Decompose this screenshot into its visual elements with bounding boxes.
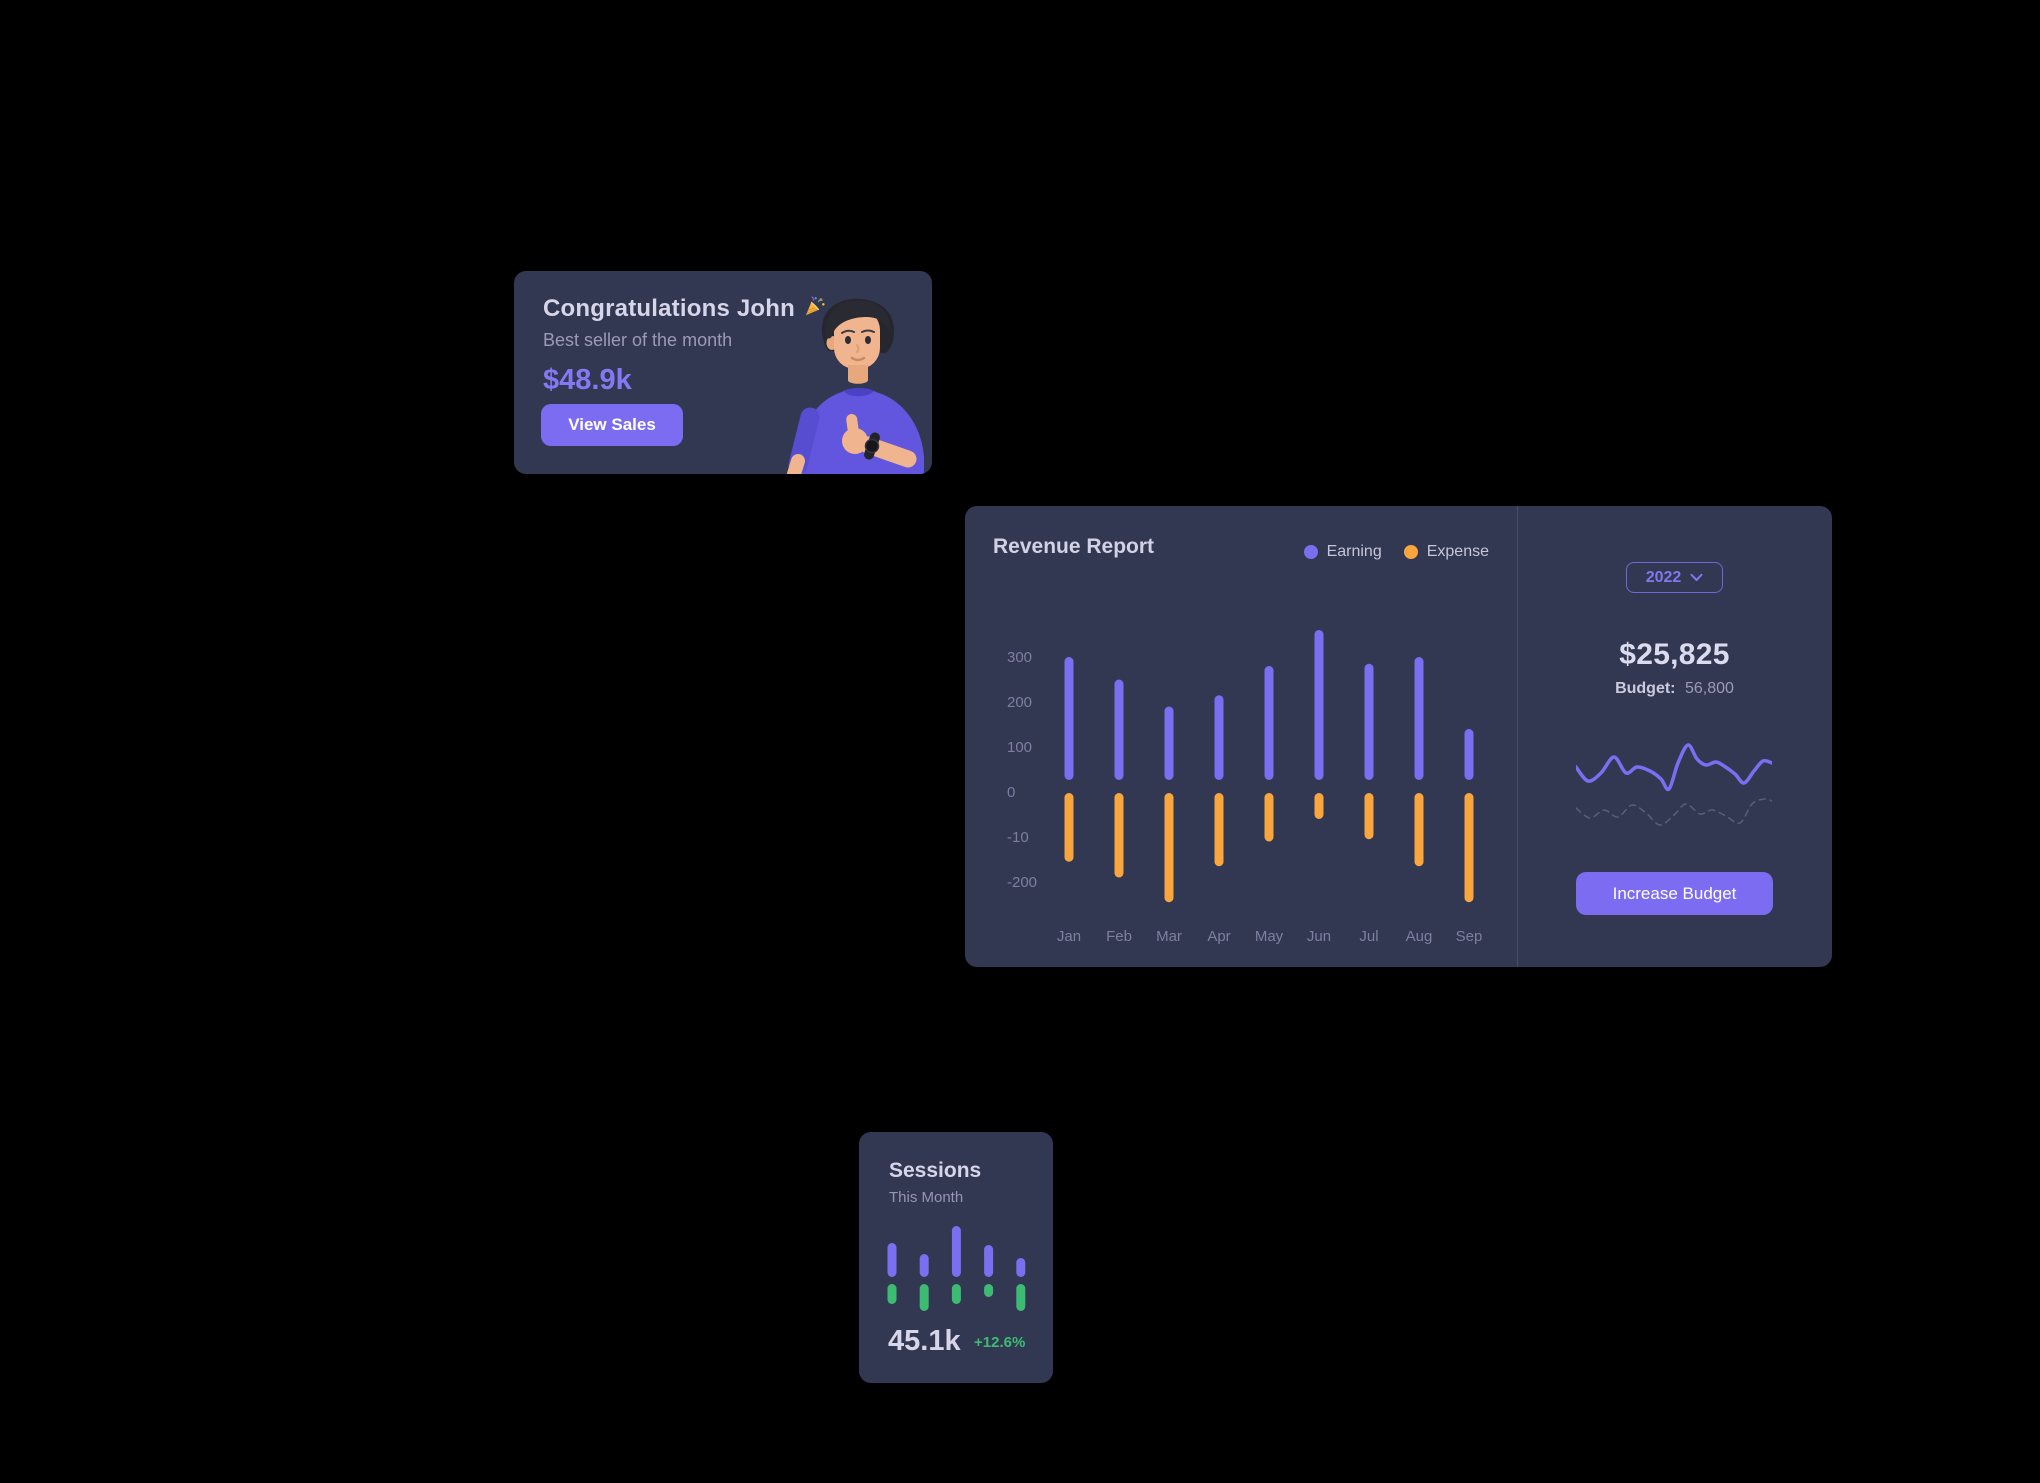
- x-axis-label: Aug: [1406, 928, 1433, 945]
- sessions-bar-up: [984, 1245, 994, 1277]
- earning-bar: [1064, 657, 1074, 780]
- legend-label-expense: Expense: [1426, 543, 1489, 560]
- sessions-bar-down: [951, 1284, 961, 1304]
- y-axis-tick-label: 300: [1007, 649, 1032, 666]
- year-selector[interactable]: 2022: [1626, 562, 1723, 593]
- sparkline-solid: [1574, 743, 1774, 792]
- expense-bar: [1364, 793, 1374, 840]
- expense-bar: [1064, 793, 1074, 862]
- budget-line: Budget: 56,800: [1517, 680, 1832, 698]
- year-selector-value: 2022: [1645, 568, 1682, 586]
- expense-bar: [1114, 793, 1124, 878]
- x-axis-label: Sep: [1456, 928, 1483, 945]
- sessions-bar-up: [919, 1254, 929, 1277]
- party-popper-icon: [803, 295, 826, 323]
- y-axis-tick-label: 100: [1007, 739, 1032, 756]
- earning-bar: [1264, 666, 1274, 780]
- congrats-card: Congratulations John Best seller of the …: [514, 271, 932, 474]
- chevron-down-icon: [1690, 573, 1703, 581]
- budget-value: 56,800: [1684, 680, 1734, 697]
- sessions-mini-chart: [859, 1132, 1053, 1383]
- earning-bar: [1114, 679, 1124, 780]
- x-axis-label: Jul: [1359, 928, 1378, 945]
- revenue-title: Revenue Report: [993, 535, 1155, 558]
- legend-item-earning: Earning: [1303, 543, 1382, 561]
- congrats-subtitle: Best seller of the month: [543, 330, 733, 350]
- revenue-bar-chart: 300 200 100 0 -10 -200 Jan Feb Mar Apr May Jun Jul Au…: [965, 506, 1517, 967]
- chart-legend: Earning Expense: [1303, 543, 1489, 561]
- x-axis-label: May: [1255, 928, 1284, 945]
- earning-bar: [1164, 706, 1174, 780]
- expense-bar: [1414, 793, 1424, 867]
- x-axis-label: Mar: [1156, 928, 1182, 945]
- y-axis-tick-label: 0: [1007, 784, 1015, 801]
- x-axis-label: Jan: [1057, 928, 1081, 945]
- congrats-title-row: Congratulations John: [543, 295, 826, 323]
- earning-bar: [1214, 695, 1224, 780]
- x-axis-label: Jun: [1307, 928, 1331, 945]
- sessions-bar-up: [951, 1226, 961, 1277]
- sessions-bar-up: [1016, 1258, 1026, 1277]
- y-axis-tick-label: -200: [1007, 874, 1037, 891]
- earning-bar: [1364, 663, 1374, 780]
- earning-dot-icon: [1303, 545, 1318, 559]
- view-sales-button[interactable]: View Sales: [541, 404, 683, 446]
- legend-item-expense: Expense: [1403, 543, 1489, 561]
- person-illustration: [787, 298, 924, 474]
- expense-dot-icon: [1403, 545, 1418, 559]
- sessions-card: Sessions This Month 45.1k +12.6%: [859, 1132, 1053, 1383]
- sessions-value: 45.1k: [888, 1325, 961, 1357]
- earning-bar: [1464, 729, 1474, 780]
- sessions-bar-down: [984, 1284, 994, 1297]
- legend-label-earning: Earning: [1326, 543, 1382, 560]
- x-axis-label: Apr: [1207, 928, 1230, 945]
- budget-sparkline: [1574, 738, 1774, 839]
- expense-bar: [1464, 793, 1474, 903]
- expense-bar: [1264, 793, 1274, 842]
- card-divider: [1517, 506, 1518, 967]
- revenue-amount: $25,825: [1619, 638, 1730, 671]
- sessions-bar-up: [887, 1243, 897, 1277]
- budget-label: Budget:: [1615, 680, 1676, 697]
- revenue-summary-panel: 2022 $25,825 Budget: 56,800 Increase Bud…: [1517, 506, 1832, 967]
- earning-bar: [1414, 657, 1424, 780]
- sessions-bar-down: [919, 1284, 929, 1311]
- increase-budget-button[interactable]: Increase Budget: [1576, 872, 1773, 915]
- y-axis-tick-label: -10: [1007, 829, 1029, 846]
- sessions-bar-down: [1016, 1284, 1026, 1311]
- congrats-title: Congratulations John: [543, 295, 795, 322]
- expense-bar: [1214, 793, 1224, 867]
- congrats-amount: $48.9k: [543, 364, 632, 396]
- expense-bar: [1314, 793, 1324, 819]
- x-axis-label: Feb: [1106, 928, 1132, 945]
- y-axis-tick-label: 200: [1007, 694, 1032, 711]
- sessions-bar-down: [887, 1284, 897, 1304]
- sessions-change-badge: +12.6%: [974, 1334, 1026, 1351]
- sparkline-dashed: [1575, 798, 1773, 826]
- revenue-report-card: Revenue Report Earning Expense 300 200 100…: [965, 506, 1832, 967]
- sessions-subtitle: This Month: [889, 1189, 964, 1206]
- earning-bar: [1314, 630, 1324, 780]
- sessions-title: Sessions: [889, 1159, 982, 1182]
- expense-bar: [1164, 793, 1174, 903]
